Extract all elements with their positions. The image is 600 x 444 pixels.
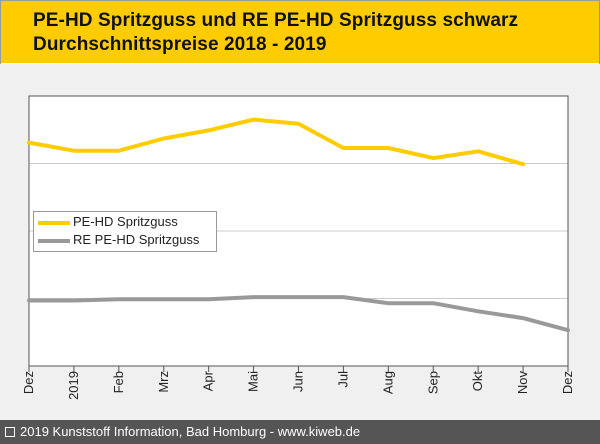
x-tick-label-8: Aug xyxy=(380,371,395,394)
x-tick-label-12: Dez xyxy=(560,371,575,394)
x-tick-label-2: Feb xyxy=(111,371,126,393)
legend-item-pe-hd: PE-HD Spritzguss xyxy=(38,213,214,231)
x-tick-label-4: Apr xyxy=(201,370,216,391)
chart-legend: PE-HD Spritzguss RE PE-HD Spritzguss xyxy=(33,211,217,252)
chart-header: PE-HD Spritzguss und RE PE-HD Spritzguss… xyxy=(1,1,599,63)
legend-swatch-pe-hd xyxy=(38,221,70,225)
legend-item-re-pe-hd: RE PE-HD Spritzguss xyxy=(38,231,214,249)
x-tick-label-0: Dez xyxy=(21,371,36,394)
x-tick-label-7: Jul xyxy=(335,371,350,388)
legend-label-re-pe-hd: RE PE-HD Spritzguss xyxy=(73,232,200,247)
series-line-1 xyxy=(27,295,570,333)
series-line-0 xyxy=(27,117,526,167)
x-tick-label-1: 2019 xyxy=(66,371,81,400)
legend-swatch-re-pe-hd xyxy=(38,239,70,243)
x-tick-label-10: Okt xyxy=(470,371,485,392)
legend-label-pe-hd: PE-HD Spritzguss xyxy=(73,214,178,229)
x-tick-label-11: Nov xyxy=(515,371,530,395)
chart-title-line-2: Durchschnittspreise 2018 - 2019 xyxy=(33,34,327,55)
x-tick-label-9: Sep xyxy=(425,371,440,394)
copyright-box-icon xyxy=(5,427,15,437)
footer-bar: 2019 Kunststoff Information, Bad Homburg… xyxy=(0,420,600,444)
x-tick-label-6: Jun xyxy=(291,371,306,392)
x-tick-label-3: Mrz xyxy=(156,371,171,393)
chart-title-line-1: PE-HD Spritzguss und RE PE-HD Spritzguss… xyxy=(33,10,519,31)
x-tick-label-5: Mai xyxy=(246,371,261,392)
footer-credit: 2019 Kunststoff Information, Bad Homburg… xyxy=(20,424,361,439)
